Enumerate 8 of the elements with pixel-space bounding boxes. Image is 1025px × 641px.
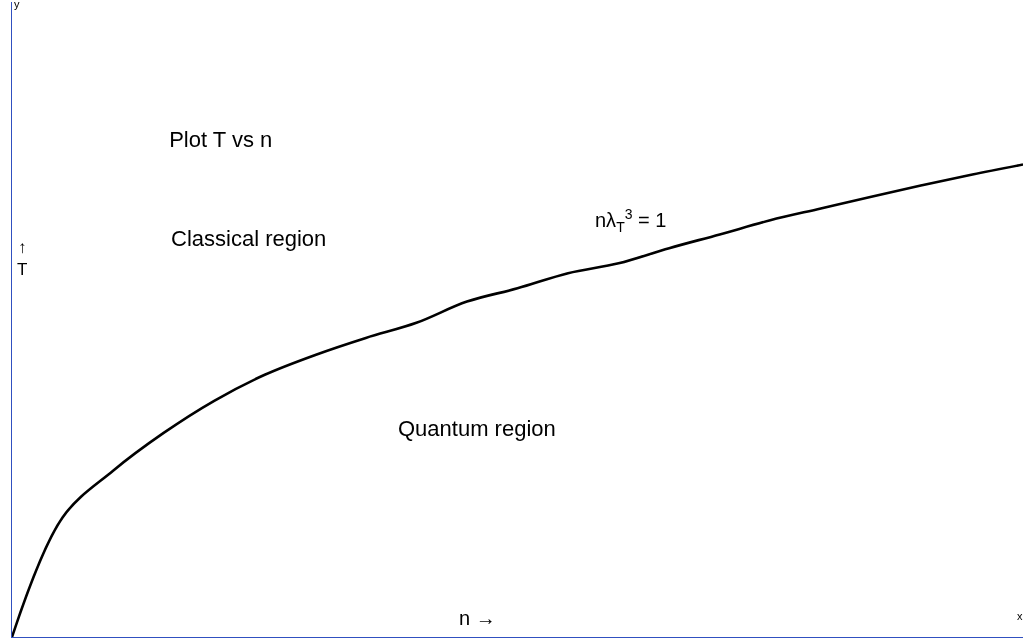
- annotation: x: [1017, 610, 1023, 622]
- annotation: nλ$_{T}$$^{3}$ = 1: [595, 206, 667, 235]
- annotation: Quantum region: [398, 416, 556, 441]
- y-axis-title: ↑ T: [17, 238, 28, 280]
- chart-title: Plot T vs n: [169, 127, 273, 153]
- text: y: [14, 0, 20, 10]
- x-axis-title: n →: [459, 607, 496, 629]
- annotation: Classical region: [171, 226, 327, 251]
